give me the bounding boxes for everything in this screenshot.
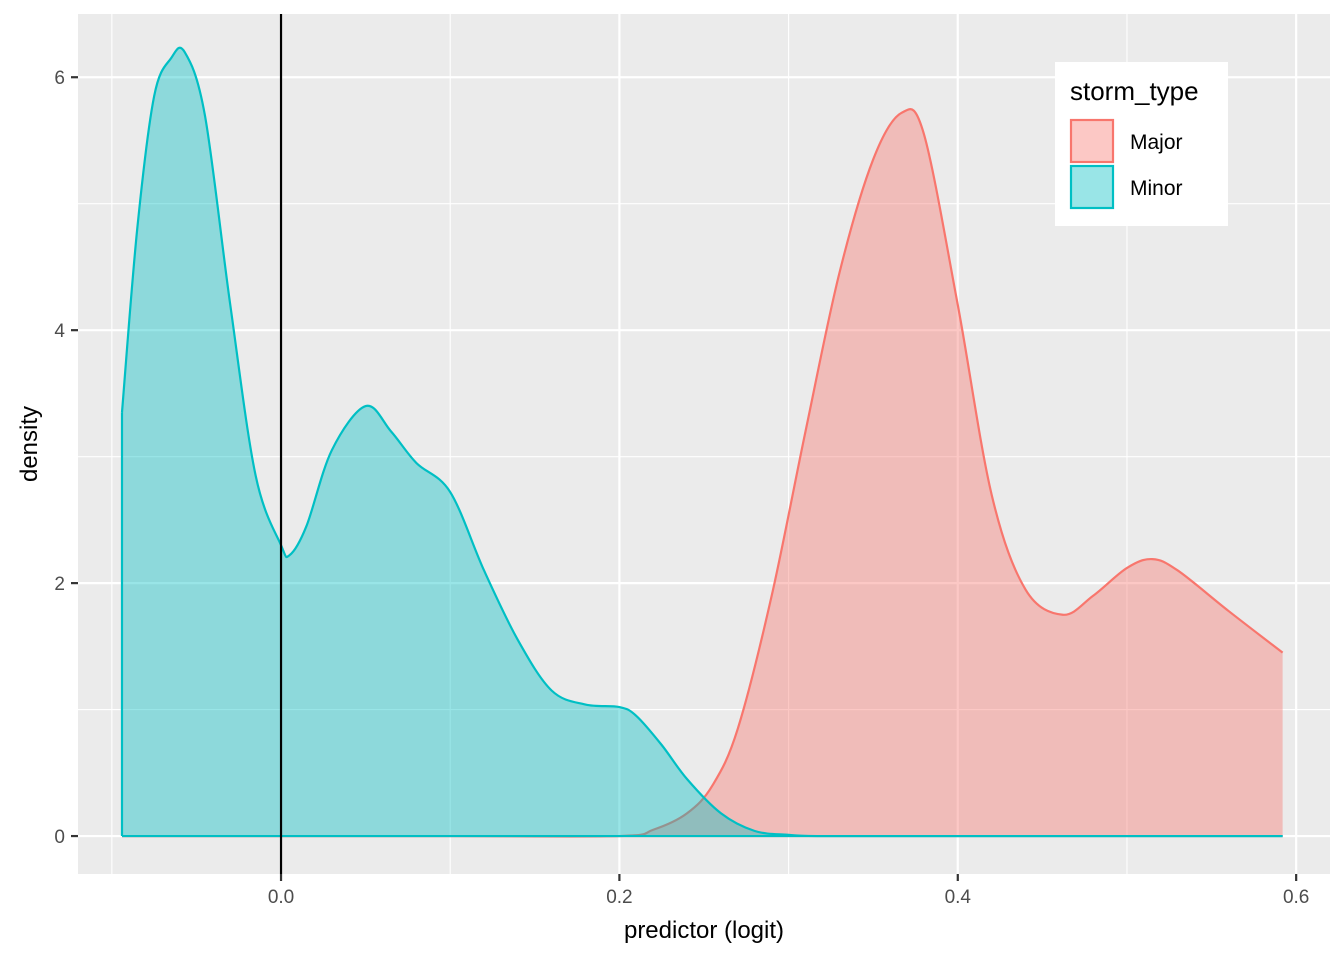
- y-axis: 0 2 4 6: [54, 68, 78, 848]
- x-tick-label: 0.4: [945, 887, 972, 908]
- legend-label-minor: Minor: [1130, 177, 1183, 200]
- legend-label-major: Major: [1130, 131, 1183, 154]
- y-tick-label: 4: [54, 321, 65, 342]
- y-tick-label: 6: [54, 68, 65, 89]
- x-tick-label: 0.0: [268, 887, 294, 908]
- y-axis-title: density: [16, 406, 43, 482]
- legend-title: storm_type: [1070, 76, 1199, 106]
- density-area-minor: [121, 47, 1283, 837]
- y-tick-label: 0: [54, 827, 65, 848]
- legend: storm_type Major Minor: [1055, 62, 1228, 226]
- density-line-minor: [120, 46, 1283, 838]
- x-tick-label: 0.6: [1283, 887, 1309, 908]
- density-area-major: [121, 109, 1283, 837]
- x-axis: 0.0 0.2 0.4 0.6: [268, 874, 1309, 908]
- series-layer: [120, 46, 1284, 838]
- x-axis-title: predictor (logit): [624, 917, 784, 944]
- y-tick-label: 2: [54, 574, 65, 595]
- legend-key-minor: [1069, 164, 1115, 210]
- legend-key-major: [1069, 118, 1115, 164]
- legend-items: Major Minor: [1069, 118, 1183, 210]
- x-tick-label: 0.2: [606, 887, 632, 908]
- legend-background: [1055, 62, 1228, 226]
